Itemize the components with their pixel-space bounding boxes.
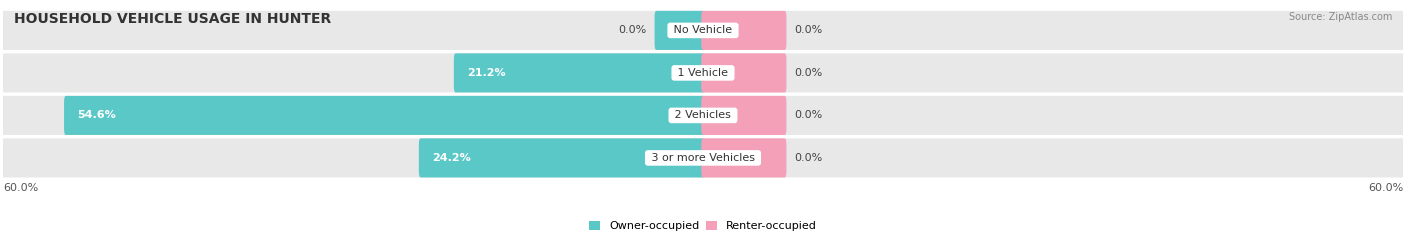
Text: Source: ZipAtlas.com: Source: ZipAtlas.com [1288, 12, 1392, 22]
FancyBboxPatch shape [655, 11, 704, 50]
FancyBboxPatch shape [702, 96, 1405, 135]
Text: 21.2%: 21.2% [467, 68, 506, 78]
FancyBboxPatch shape [702, 96, 786, 135]
Text: No Vehicle: No Vehicle [671, 25, 735, 35]
FancyBboxPatch shape [702, 11, 786, 50]
FancyBboxPatch shape [702, 53, 1405, 93]
Text: 0.0%: 0.0% [794, 110, 823, 120]
Text: 24.2%: 24.2% [432, 153, 471, 163]
Text: 3 or more Vehicles: 3 or more Vehicles [648, 153, 758, 163]
FancyBboxPatch shape [702, 138, 1405, 178]
Text: 54.6%: 54.6% [77, 110, 117, 120]
FancyBboxPatch shape [702, 11, 1405, 50]
FancyBboxPatch shape [1, 11, 704, 50]
Text: HOUSEHOLD VEHICLE USAGE IN HUNTER: HOUSEHOLD VEHICLE USAGE IN HUNTER [14, 12, 332, 26]
FancyBboxPatch shape [702, 53, 786, 93]
Text: 60.0%: 60.0% [3, 183, 38, 193]
Text: 1 Vehicle: 1 Vehicle [675, 68, 731, 78]
FancyBboxPatch shape [702, 138, 786, 178]
FancyBboxPatch shape [65, 96, 704, 135]
Text: 60.0%: 60.0% [1368, 183, 1403, 193]
FancyBboxPatch shape [454, 53, 704, 93]
Legend: Owner-occupied, Renter-occupied: Owner-occupied, Renter-occupied [589, 221, 817, 231]
FancyBboxPatch shape [1, 96, 704, 135]
FancyBboxPatch shape [1, 53, 704, 93]
Text: 0.0%: 0.0% [794, 68, 823, 78]
Text: 2 Vehicles: 2 Vehicles [671, 110, 735, 120]
FancyBboxPatch shape [419, 138, 704, 178]
Text: 0.0%: 0.0% [619, 25, 647, 35]
FancyBboxPatch shape [1, 138, 704, 178]
Text: 0.0%: 0.0% [794, 25, 823, 35]
Text: 0.0%: 0.0% [794, 153, 823, 163]
